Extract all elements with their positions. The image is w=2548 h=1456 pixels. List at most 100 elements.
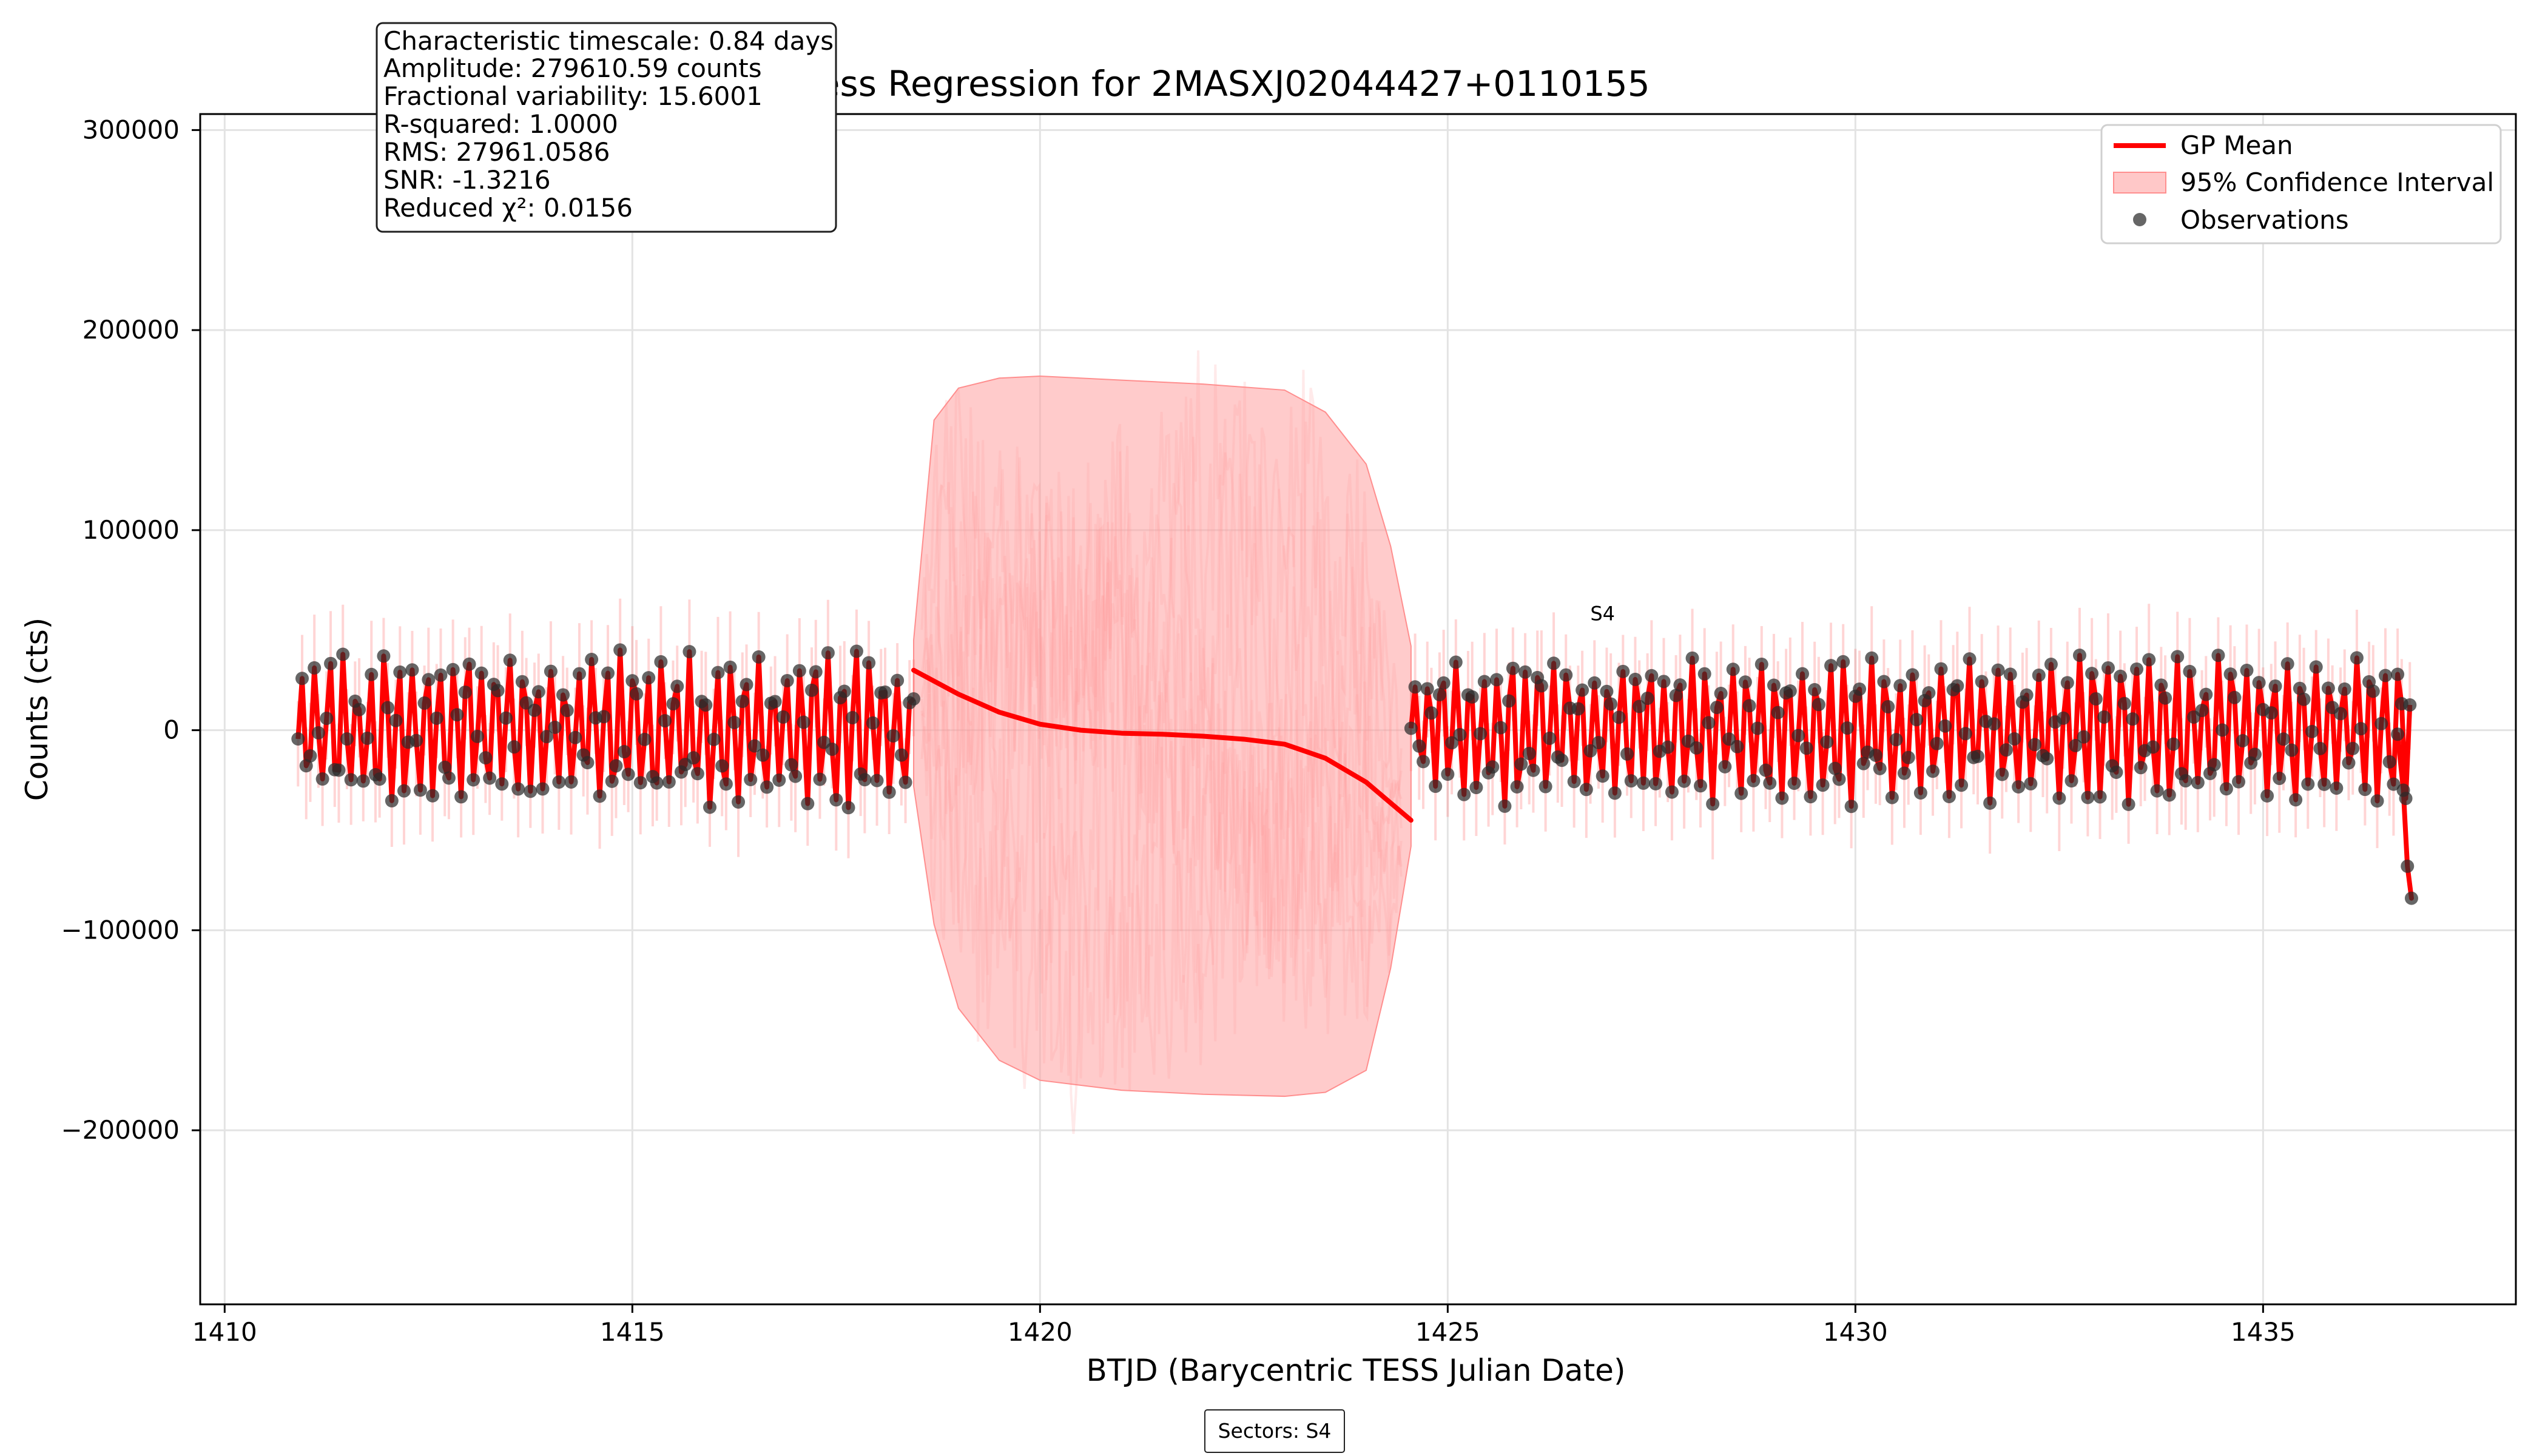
observation-point (2122, 797, 2135, 811)
observation-point (446, 662, 460, 676)
observation-point (760, 780, 774, 794)
stats-line-6: Reduced χ²: 0.0156 (383, 193, 633, 223)
observation-point (605, 774, 619, 788)
observation-point (560, 704, 574, 718)
observation-point (295, 672, 309, 686)
observation-point (1893, 679, 1907, 693)
observation-point (723, 660, 737, 674)
observation-point (491, 684, 505, 698)
observation-point (479, 751, 493, 765)
observation-point (2240, 664, 2254, 678)
observation-point (715, 759, 729, 773)
observation-point (1616, 664, 1630, 678)
observation-point (2273, 772, 2287, 786)
observation-point (1983, 796, 1997, 810)
observation-point (2020, 688, 2034, 702)
observation-point (703, 800, 717, 814)
observation-point (1840, 721, 1854, 735)
x-axis-ticks: 1410 1415 1420 1425 1430 1435 (192, 1304, 2296, 1347)
observation-point (2216, 723, 2230, 737)
observation-point (454, 790, 468, 804)
observation-point (2354, 722, 2368, 736)
observation-point (747, 739, 761, 753)
observation-point (507, 740, 521, 754)
observation-point (638, 732, 652, 746)
sectors-box: Sectors: S4 (1204, 1409, 1345, 1453)
sectors-box-frame (1204, 1409, 1345, 1453)
observation-point (372, 772, 386, 786)
observation-point (858, 773, 872, 787)
observation-point (1506, 661, 1520, 675)
observation-point (1963, 652, 1977, 666)
observation-point (1441, 767, 1455, 781)
observation-point (756, 748, 770, 762)
observation-point (813, 772, 827, 786)
observation-point (1775, 791, 1789, 805)
observation-point (2044, 658, 2058, 672)
observation-point (1869, 749, 1882, 763)
observation-point (1669, 689, 1683, 703)
observation-point (1824, 659, 1838, 673)
observation-point (1649, 777, 1663, 790)
observation-point (308, 661, 322, 675)
observation-point (511, 782, 525, 796)
observation-point (1661, 740, 1675, 754)
observation-point (1636, 776, 1650, 790)
observation-point (2012, 780, 2026, 794)
observation-point (1832, 772, 1846, 786)
observation-point (690, 767, 704, 781)
observation-point (2391, 727, 2405, 741)
observation-point (1771, 706, 1785, 720)
observation-point (1690, 741, 1704, 755)
observation-point (682, 645, 696, 659)
observation-point (711, 666, 725, 679)
observation-point (1539, 780, 1552, 794)
observation-point (2028, 738, 2042, 752)
observation-point (2317, 777, 2331, 791)
observation-point (1579, 783, 1593, 797)
observation-point (515, 675, 529, 689)
observation-point (422, 673, 436, 687)
observation-point (2248, 747, 2262, 761)
observation-point (2228, 690, 2242, 704)
observation-point (572, 667, 586, 681)
observation-point (1812, 698, 1825, 712)
observation-point (2396, 783, 2410, 797)
observation-point (2159, 691, 2172, 705)
observation-point (2057, 711, 2071, 725)
observation-point (495, 777, 509, 791)
observation-point (1555, 753, 1569, 767)
observation-point (467, 773, 480, 787)
observation-point (1897, 766, 1911, 780)
observation-point (1975, 675, 1989, 689)
observation-point (1429, 780, 1443, 794)
observation-point (2195, 704, 2209, 718)
observation-point (2003, 667, 2017, 681)
observation-point (2391, 667, 2405, 681)
observation-point (829, 793, 843, 807)
observation-point (870, 774, 884, 787)
observation-point (1816, 778, 1830, 792)
observation-point (894, 748, 908, 762)
observation-point (2236, 733, 2250, 747)
stats-line-0: Characteristic timescale: 0.84 days (383, 26, 834, 56)
observation-point (2142, 653, 2156, 667)
observation-point (385, 794, 399, 807)
y-tick-label: 0 (163, 715, 180, 745)
observation-point (1417, 755, 1431, 769)
observation-point (1608, 786, 1622, 800)
observations-layer (291, 643, 2418, 905)
observation-point (1502, 694, 1516, 708)
observation-point (1877, 675, 1891, 689)
x-tick-label: 1435 (2231, 1317, 2296, 1347)
legend-box (2100, 124, 2502, 244)
observation-point (2219, 782, 2233, 796)
observation-point (2358, 783, 2372, 797)
observation-point (2223, 667, 2237, 681)
observation-point (1991, 663, 2005, 677)
observation-point (744, 773, 758, 787)
observation-point (732, 795, 746, 809)
observation-point (2264, 706, 2278, 720)
observation-point (324, 656, 338, 670)
observation-point (1706, 797, 1720, 811)
